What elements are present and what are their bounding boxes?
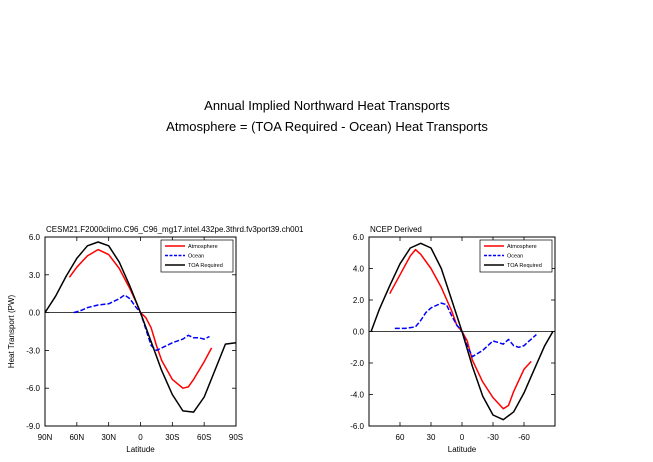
x-tick-label: 90S	[229, 433, 243, 442]
x-tick-label: 60N	[69, 433, 84, 442]
y-tick-label: 0.0	[29, 309, 41, 318]
y-tick-label: -3.0	[26, 346, 40, 355]
x-tick-label: 60S	[197, 433, 211, 442]
y-axis-label: Heat Transport (PW)	[7, 294, 16, 368]
y-tick-label: -6.0	[350, 422, 364, 431]
y-tick-label: -9.0	[26, 422, 40, 431]
series-line-ocean	[73, 294, 210, 352]
legend-label: TOA Required	[188, 263, 223, 269]
x-tick-label: -60	[518, 433, 530, 442]
panel-ncep: NCEP Derived -6.0 -4.0 -2.0 0.0 2.0 4.0 6.0 60 30…	[350, 225, 556, 454]
y-tick-label: 6.0	[29, 233, 41, 242]
x-axis-label: Latitude	[126, 445, 155, 454]
figure-subtitle: Atmosphere = (TOA Required - Ocean) Heat…	[166, 119, 488, 134]
x-axis-label: Latitude	[448, 445, 477, 454]
legend-label: Atmosphere	[188, 244, 218, 250]
x-tick-label: 0	[138, 433, 143, 442]
y-tick-label: 0.0	[353, 328, 365, 337]
legend-label: Atmosphere	[507, 244, 537, 250]
series-line-toa-required	[44, 241, 237, 413]
x-tick-label: 60	[396, 433, 405, 442]
x-tick-label: 30S	[165, 433, 179, 442]
y-tick-label: 4.0	[353, 265, 365, 274]
panel-title: CESM21.F2000climo.C96_C96_mg17.intel.432…	[46, 225, 304, 234]
y-tick-label: 3.0	[29, 271, 41, 280]
x-tick-label: 90N	[38, 433, 53, 442]
legend-label: Ocean	[188, 254, 204, 260]
y-tick-label: 6.0	[353, 233, 365, 242]
x-tick-label: 0	[460, 433, 465, 442]
x-tick-label: 30N	[101, 433, 116, 442]
legend-label: Ocean	[507, 254, 523, 260]
panel-title: NCEP Derived	[370, 225, 422, 234]
legend-label: TOA Required	[507, 263, 542, 269]
figure-title: Annual Implied Northward Heat Transports	[204, 98, 450, 113]
series-line-toa-required	[370, 242, 554, 421]
y-tick-label: -4.0	[350, 391, 364, 400]
panel-model: CESM21.F2000climo.C96_C96_mg17.intel.432…	[7, 225, 304, 454]
y-tick-label: -2.0	[350, 359, 364, 368]
x-tick-label: -30	[487, 433, 499, 442]
y-tick-label: -6.0	[26, 384, 40, 393]
series-line-atmosphere	[68, 248, 213, 389]
x-tick-label: 30	[427, 433, 436, 442]
y-tick-label: 2.0	[353, 296, 365, 305]
series-line-ocean	[394, 302, 537, 358]
